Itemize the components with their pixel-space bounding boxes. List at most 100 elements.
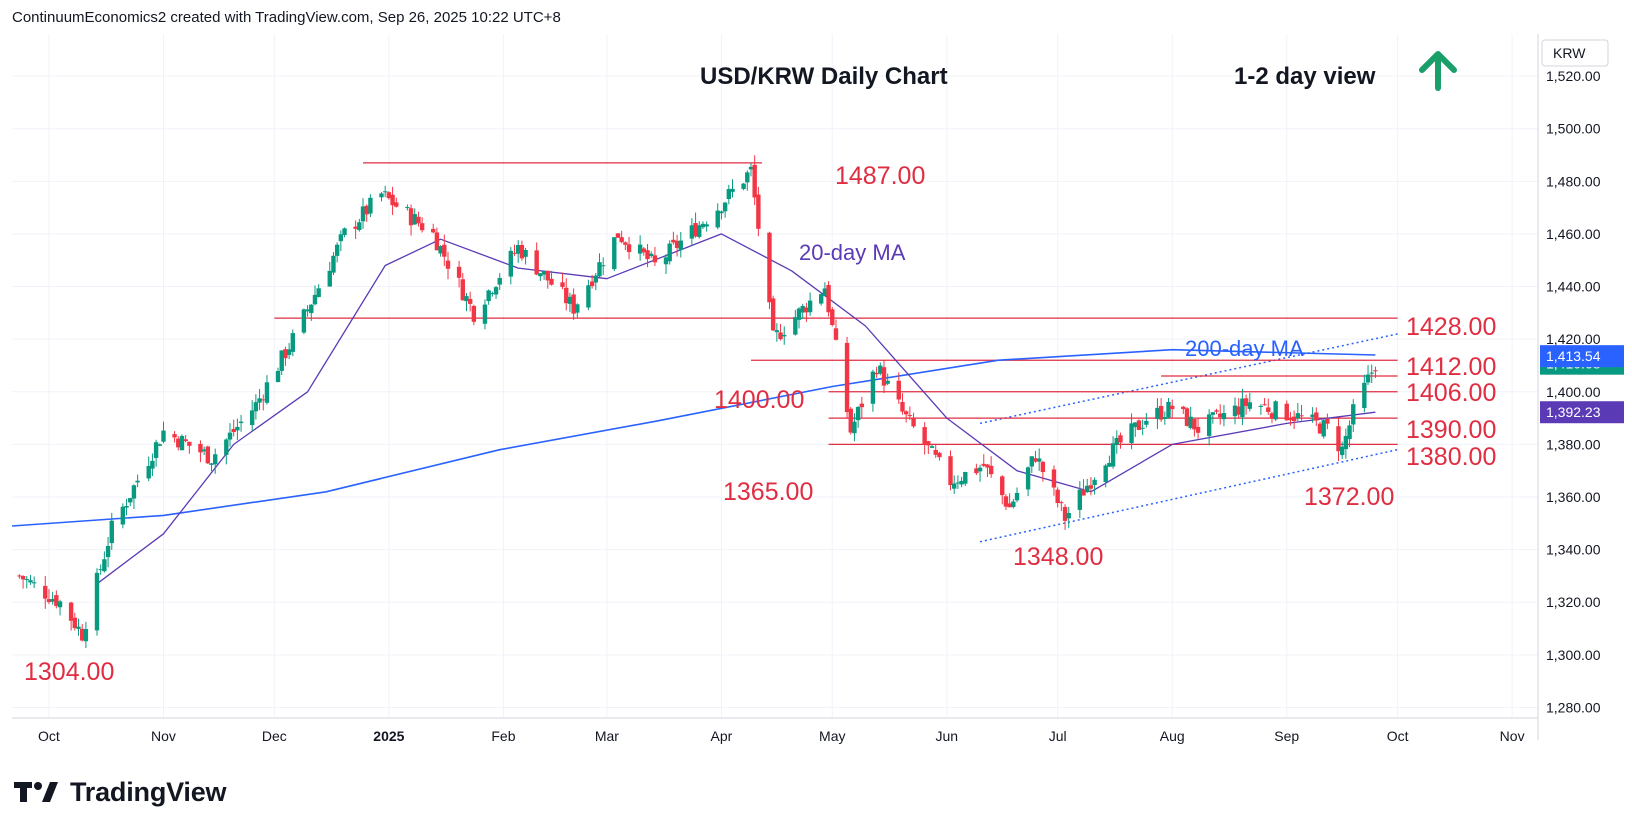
candle-body [179,436,185,451]
candle-body [482,304,488,324]
price-axis[interactable]: KRW 1,280.00 1,300.00 1,320.00 1,340.00 1,36… [1537,34,1626,740]
candle-body [1110,443,1116,467]
level-label-1365: 1365.00 [723,478,813,506]
candle-body [183,439,188,442]
candle-body [667,243,672,262]
candle-body [926,441,931,446]
chart-grid [12,34,1538,718]
candle-body [408,208,414,226]
candle-body [364,205,369,215]
candle-body [948,456,953,486]
candle-body [1258,405,1264,407]
candle-body [852,421,857,434]
level-label-1304: 1304.00 [24,658,114,686]
candle-body [431,228,436,233]
candle-body [386,192,392,199]
candle-body [586,285,591,308]
candle-body [804,307,809,313]
candle-body [412,214,417,225]
candle-body [985,464,990,468]
candle-body [20,576,26,580]
candle-body [1240,398,1245,418]
chart-annotations: USD/KRW Daily Chart 1-2 day view 1487.00… [24,51,1496,686]
candle-body [952,483,957,489]
candle-body [235,426,240,431]
candle-body [198,443,203,453]
time-axis[interactable]: Oct Nov Dec 2025 Feb Mar Apr May Jun Jul Aug Sep Oct… [12,717,1538,744]
candle-body [442,244,447,257]
candle-body [756,194,761,229]
candle-body [519,244,525,259]
candle-body [589,281,595,287]
y-tick-label: 1,360.00 [1546,489,1601,505]
level-label-1400: 1400.00 [714,386,804,414]
candle-body [1155,407,1160,419]
candle-body [464,296,469,302]
candle-body [545,270,550,281]
candle-body [878,365,883,374]
candle-body [767,232,772,303]
x-tick-label: Jul [1049,728,1067,744]
ma20-line-group [96,233,1376,585]
candle-body [54,595,59,606]
candle-body [416,216,421,224]
candle-body [1033,458,1038,462]
candle-body [870,371,876,404]
candle-body [1014,492,1020,501]
candle-body [445,260,451,269]
candle-body [471,305,477,322]
candle-body [83,628,89,642]
candle-body [974,468,979,474]
candle-body [43,585,48,599]
candle-body [1181,406,1186,410]
y-tick-label: 1,420.00 [1546,331,1601,347]
candle-body [1351,404,1356,425]
candle-body [726,189,732,200]
candle-body [1140,427,1145,429]
tradingview-brand[interactable]: TradingView [14,774,227,810]
candle-body [497,277,502,285]
candle-body [312,294,318,305]
candle-body [1066,512,1071,519]
candle-body [1184,408,1190,426]
candle-body [697,225,702,237]
candle-body [1114,437,1119,445]
candle-body [264,382,270,403]
candle-body [793,317,798,335]
candle-body [1369,372,1374,374]
chart-title: USD/KRW Daily Chart [700,63,948,90]
tradingview-logo-icon [14,782,58,802]
candle-body [1011,501,1016,507]
candle-body [844,342,850,413]
ma20-line [96,233,1376,585]
candle-body [1166,401,1171,418]
candle-body [419,223,425,231]
candle-body [722,202,728,212]
chart-subtitle: 1-2 day view [1234,63,1376,90]
candle-body [327,270,332,287]
level-label-1406: 1406.00 [1406,379,1496,407]
candle-body [76,626,81,629]
candle-body [1262,404,1267,406]
chart-canvas[interactable]: USD/KRW Daily Chart 1-2 day view 1487.00… [0,0,1632,770]
candle-body [1036,458,1042,462]
y-tick-label: 1,500.00 [1546,121,1601,137]
candle-body [460,279,465,301]
candle-body [1000,476,1005,496]
candle-body [538,273,543,277]
candle-body [1136,420,1142,430]
candle-body [1214,410,1219,412]
y-tick-label: 1,460.00 [1546,226,1601,242]
candle-body [102,559,107,572]
candle-body [338,234,344,242]
candle-body [105,545,111,558]
candle-body [467,298,473,304]
candle-body [1232,405,1238,417]
candle-body [929,446,935,448]
candle-body [1365,374,1371,383]
tradingview-wordmark: TradingView [70,776,227,807]
candle-body [678,240,683,250]
candle-body [534,250,539,275]
candle-body [275,370,281,383]
candle-body [109,520,114,544]
